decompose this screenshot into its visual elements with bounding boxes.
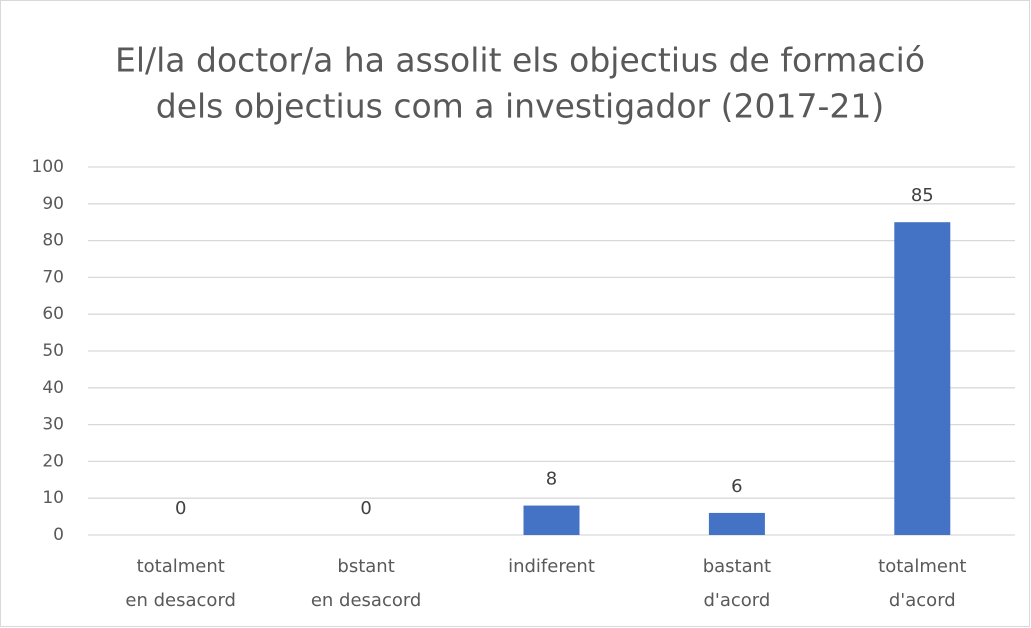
value-label: 0 (360, 498, 371, 519)
x-tick-label: d'acord (889, 590, 956, 611)
bar (523, 505, 580, 535)
y-tick-label: 30 (42, 415, 64, 435)
y-tick-label: 50 (42, 341, 64, 361)
x-tick-label: d'acord (703, 590, 770, 611)
bar (894, 222, 951, 535)
x-tick-label: bastant (703, 556, 771, 577)
x-tick-label: en desacord (311, 590, 422, 611)
value-label: 6 (731, 476, 742, 497)
y-tick-label: 10 (42, 488, 64, 508)
x-tick-label: bstant (337, 556, 394, 577)
y-tick-label: 20 (42, 451, 64, 471)
y-tick-label: 100 (32, 157, 64, 177)
y-tick-label: 80 (42, 231, 64, 251)
x-tick-label: indiferent (508, 556, 595, 577)
y-tick-label: 60 (42, 304, 64, 324)
y-tick-label: 0 (53, 525, 64, 545)
y-tick-label: 90 (42, 194, 64, 214)
chart-title: El/la doctor/a ha assolit els objectius … (115, 41, 925, 80)
bar (708, 512, 765, 535)
value-label: 8 (546, 469, 557, 490)
y-tick-label: 70 (42, 267, 64, 287)
value-label: 85 (911, 185, 934, 206)
y-tick-label: 40 (42, 378, 64, 398)
x-tick-label: en desacord (125, 590, 236, 611)
value-label: 0 (175, 498, 186, 519)
x-tick-label: totalment (137, 556, 225, 577)
x-tick-label: totalment (878, 556, 966, 577)
chart-title: dels objectius com a investigador (2017-… (156, 87, 884, 126)
